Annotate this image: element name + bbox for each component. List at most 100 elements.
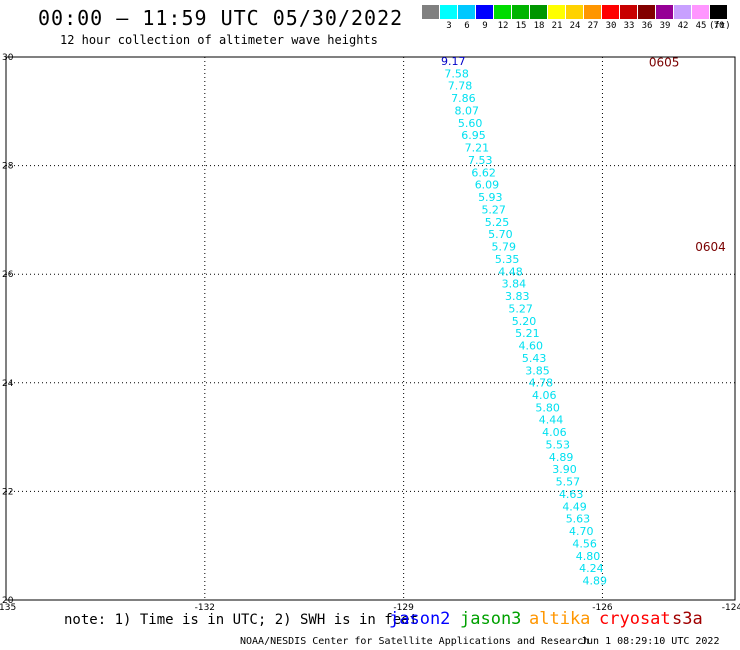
x-tick-label: -129 [393,603,414,613]
legend-swatch [584,5,601,19]
legend-label: 33 [623,21,635,31]
legend-label: 42 [677,21,689,31]
wave-height-label: 4.06 [532,389,557,402]
y-tick-label: 20 [2,596,14,606]
wave-height-label: 5.43 [522,352,547,365]
y-tick-label: 24 [2,379,14,389]
wave-height-label: 5.93 [478,191,503,204]
wave-height-label: 4.70 [569,525,594,538]
map-border [5,56,736,601]
legend-label: 3 [446,21,452,31]
legend-swatch [692,5,709,19]
page-title: 00:00 – 11:59 UTC 05/30/2022 [38,6,404,30]
legend-swatch [620,5,637,19]
page-subtitle: 12 hour collection of altimeter wave hei… [60,33,378,47]
wave-height-label: 6.62 [471,166,496,179]
wave-height-label: 7.86 [451,92,476,105]
x-tick-label: -124 [722,603,740,613]
wave-height-label: 7.58 [444,67,469,80]
satellite-altika: altika [529,609,591,629]
legend-swatch [656,5,673,19]
satellite-jason2: jason2 [389,609,451,629]
legend-swatch [422,5,439,19]
legend-label: 45 [695,21,707,31]
wave-height-label: 3.84 [502,278,527,291]
x-tick-label: -126 [592,603,613,613]
wave-height-label: 6.09 [475,179,500,192]
legend-label: 15 [515,21,527,31]
wave-height-label: 4.89 [583,575,608,588]
legend-label: 36 [641,21,653,31]
y-tick-label: 30 [2,53,14,63]
satellite-cryosat: cryosat [599,609,671,629]
legend-label: 39 [659,21,671,31]
wave-height-label: 9.17 [441,55,466,68]
legend-swatch [458,5,475,19]
legend-label: 12 [497,21,509,31]
x-tick-label: -132 [195,603,215,613]
legend-swatch [440,5,457,19]
legend-swatch [638,5,655,19]
legend-swatch [512,5,529,19]
satellite-jason3: jason3 [460,609,522,629]
legend-swatch [476,5,493,19]
wave-height-label: 4.48 [498,265,523,278]
legend-swatch [530,5,547,19]
legend-label: 6 [464,21,470,31]
pass-time-label: 0605 [649,55,680,69]
wave-height-label: 3.83 [505,290,530,303]
wave-height-label: 4.78 [529,377,554,390]
wave-height-label: 4.89 [549,451,574,464]
legend-swatch [674,5,691,19]
wave-height-label: 5.70 [488,228,513,241]
wave-height-label: 5.57 [556,476,581,489]
wave-height-label: 5.27 [481,203,506,216]
wave-height-label: 5.27 [508,302,533,315]
wave-height-label: 4.44 [539,414,564,427]
wave-height-label: 4.56 [572,537,597,550]
wave-height-label: 8.07 [454,104,479,117]
wave-height-label: 4.63 [559,488,584,501]
wave-height-label: 4.49 [562,500,587,513]
y-tick-label: 26 [2,270,14,280]
x-tick-label: -135 [0,603,16,613]
legend-unit: (ft) [709,21,731,31]
y-tick-label: 22 [2,487,13,497]
wave-height-label: 3.90 [552,463,577,476]
wave-height-label: 5.21 [515,327,540,340]
wave-height-label: 6.95 [461,129,486,142]
wave-height-label: 5.53 [545,438,570,451]
wave-height-label: 5.20 [512,315,537,328]
wave-height-label: 5.80 [535,401,560,414]
legend-label: 27 [587,21,599,31]
footer-credit: NOAA/NESDIS Center for Satellite Applica… [240,636,590,647]
wave-height-label: 7.78 [448,80,473,93]
footer-timestamp: Jun 1 08:29:10 UTC 2022 [581,636,720,647]
legend-swatch [602,5,619,19]
y-tick-label: 28 [2,162,14,172]
wave-height-label: 5.60 [458,117,483,130]
legend-label: 9 [482,21,488,31]
legend-label: 30 [605,21,617,31]
legend-label: 24 [569,21,581,31]
legend-swatch [566,5,583,19]
wave-height-label: 4.24 [579,562,604,575]
units-note: note: 1) Time is in UTC; 2) SWH is in fe… [64,612,419,628]
wave-height-label: 5.25 [485,216,510,229]
legend-swatch [710,5,727,19]
wave-height-label: 7.53 [468,154,493,167]
satellite-s3a: s3a [672,609,703,629]
wave-height-label: 4.60 [519,340,544,353]
wave-height-label: 4.06 [542,426,567,439]
legend-label: 21 [551,21,563,31]
wave-height-label: 5.35 [495,253,520,266]
pass-time-label: 0604 [695,240,726,254]
legend-swatch [548,5,565,19]
wave-height-label: 5.79 [492,241,517,254]
wave-height-label: 7.21 [465,142,490,155]
legend-label: 70 [713,21,725,31]
wave-height-label: 3.85 [525,364,550,377]
legend-label: 18 [533,21,545,31]
legend-swatch [494,5,511,19]
